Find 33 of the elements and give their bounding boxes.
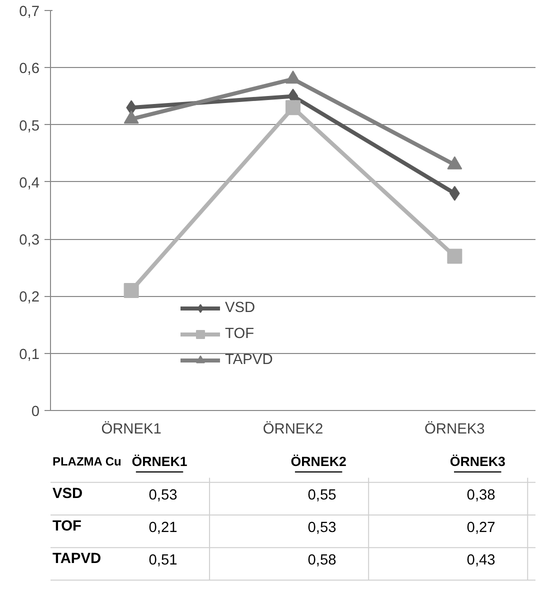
y-tick-label: 0,2 xyxy=(19,290,40,306)
category-label: ÖRNEK2 xyxy=(290,454,346,469)
data-label: 0,43 xyxy=(466,552,496,569)
y-tick-label: 0,6 xyxy=(19,61,40,78)
y-tick-label: 0,1 xyxy=(19,346,40,363)
point xyxy=(286,100,300,116)
y-tick-label: 0 xyxy=(31,404,40,420)
text: TOF xyxy=(52,518,82,535)
y-tick-label: 0,7 xyxy=(19,4,40,20)
data-label: 0,53 xyxy=(308,520,336,536)
text: PLAZMA Cu xyxy=(52,454,122,468)
data-label: 0,58 xyxy=(308,552,336,569)
category-label: ÖRNEK3 xyxy=(450,454,506,469)
legend-label: TAPVD xyxy=(225,352,273,368)
data-label: 0,53 xyxy=(148,488,178,504)
data-label: 0,21 xyxy=(148,520,178,536)
x-tick-label: ÖRNEK3 xyxy=(424,420,485,438)
category-label: ÖRNEK1 xyxy=(132,454,188,469)
y-tick-label: 0,3 xyxy=(19,232,40,249)
legend-label: TOF xyxy=(225,326,254,342)
y-tick-label: 0,4 xyxy=(19,175,40,192)
text: TAPVD xyxy=(52,551,102,568)
data-label: 0,38 xyxy=(466,488,496,504)
data-label: 0,51 xyxy=(148,552,178,569)
text: VSD xyxy=(52,486,83,502)
x-tick-label: ÖRNEK1 xyxy=(101,420,162,438)
data-label: 0,27 xyxy=(466,520,496,536)
point xyxy=(447,248,462,264)
x-tick-label: ÖRNEK2 xyxy=(262,420,324,438)
y-tick-label: 0,5 xyxy=(19,118,40,134)
point xyxy=(124,283,139,298)
data-label: 0,55 xyxy=(308,488,336,504)
legend-label: VSD xyxy=(225,300,256,316)
